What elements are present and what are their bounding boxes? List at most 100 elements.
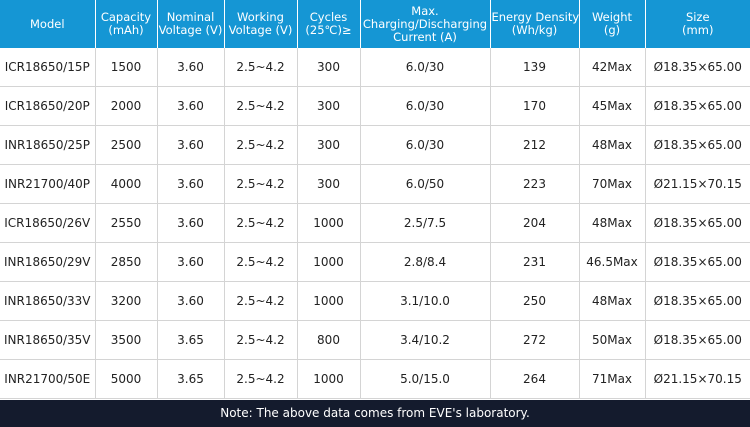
cell-energy-density: 223 [490,164,580,204]
table-row: INR18650/33V 3200 3.60 2.5~4.2 1000 3.1/10.0 2… [0,281,750,321]
cell-weight: 46.5Max [579,242,646,282]
column-header-nominal-voltage: Nominal Voltage (V) [157,0,225,48]
cell-size: Ø18.35×65.00 [645,320,750,360]
column-header-cycles: Cycles (25℃)≥ [297,0,361,48]
cell-max-current: 6.0/50 [360,164,491,204]
cell-capacity: 3200 [95,281,158,321]
cell-capacity: 3500 [95,320,158,360]
cell-weight: 70Max [579,164,646,204]
cell-size: Ø21.15×70.15 [645,359,750,399]
table-row: INR21700/40P 4000 3.60 2.5~4.2 300 6.0/50 223 7… [0,164,750,204]
cell-capacity: 2500 [95,125,158,165]
column-header-line: Model [29,16,65,31]
column-header-line: (mm) [682,23,714,37]
cell-working-voltage: 2.5~4.2 [224,164,298,204]
column-header-size: Size (mm) [645,0,750,48]
cell-nominal-voltage: 3.65 [157,320,225,360]
cell-size: Ø18.35×65.00 [645,281,750,321]
column-header-line: (mAh) [108,23,144,37]
table-row: INR18650/29V 2850 3.60 2.5~4.2 1000 2.8/8.4 23… [0,242,750,282]
cell-size: Ø18.35×65.00 [645,203,750,243]
column-header-energy-density: Energy Density (Wh/kg) [490,0,580,48]
cell-model: ICR18650/15P [0,48,96,87]
cell-cycles: 1000 [297,242,361,282]
cell-size: Ø21.15×70.15 [645,164,750,204]
cell-capacity: 2000 [95,86,158,126]
cell-model: INR18650/25P [0,125,96,165]
cell-capacity: 5000 [95,359,158,399]
column-header-line: Nominal [166,10,215,24]
cell-working-voltage: 2.5~4.2 [224,48,298,87]
cell-size: Ø18.35×65.00 [645,86,750,126]
column-header-line: Capacity [100,10,152,24]
cell-cycles: 300 [297,125,361,165]
cell-nominal-voltage: 3.60 [157,48,225,87]
cell-weight: 71Max [579,359,646,399]
cell-max-current: 2.5/7.5 [360,203,491,243]
cell-max-current: 2.8/8.4 [360,242,491,282]
cell-nominal-voltage: 3.60 [157,164,225,204]
cell-weight: 42Max [579,48,646,87]
table-row: INR18650/35V 3500 3.65 2.5~4.2 800 3.4/10.2 27… [0,320,750,360]
column-header-line: Size [685,10,710,24]
table-row: ICR18650/26V 2550 3.60 2.5~4.2 1000 2.5/7.5 20… [0,203,750,243]
cell-capacity: 1500 [95,48,158,87]
battery-spec-table: Model Capacity (mAh) Nominal Voltage (V) Work… [0,0,750,399]
cell-size: Ø18.35×65.00 [645,48,750,87]
cell-working-voltage: 2.5~4.2 [224,125,298,165]
cell-working-voltage: 2.5~4.2 [224,281,298,321]
cell-nominal-voltage: 3.60 [157,86,225,126]
column-header-line: Cycles [309,10,348,24]
cell-working-voltage: 2.5~4.2 [224,242,298,282]
column-header-line: (25℃)≥ [305,23,352,37]
column-header-line: Working [237,10,284,24]
cell-model: INR18650/29V [0,242,96,282]
cell-nominal-voltage: 3.65 [157,359,225,399]
cell-weight: 45Max [579,86,646,126]
cell-model: INR21700/40P [0,164,96,204]
table-row: INR21700/50E 5000 3.65 2.5~4.2 1000 5.0/15.0 2… [0,359,750,399]
column-header-model: Model [0,0,96,48]
cell-capacity: 2550 [95,203,158,243]
cell-max-current: 6.0/30 [360,125,491,165]
cell-model: INR18650/33V [0,281,96,321]
column-header-line: Voltage (V) [228,23,293,37]
column-header-line: Weight [591,10,633,24]
cell-energy-density: 139 [490,48,580,87]
cell-cycles: 1000 [297,359,361,399]
cell-energy-density: 212 [490,125,580,165]
cell-weight: 48Max [579,281,646,321]
cell-energy-density: 250 [490,281,580,321]
column-header-line: Energy Density [491,10,580,24]
cell-size: Ø18.35×65.00 [645,125,750,165]
table-row: ICR18650/20P 2000 3.60 2.5~4.2 300 6.0/30 170 4… [0,86,750,126]
table-body: ICR18650/15P 1500 3.60 2.5~4.2 300 6.0/30 139 4… [0,48,750,399]
column-header-line: Max. [411,3,439,18]
column-header-max-current: Max. Charging/Discharging Current (A) [360,0,491,48]
column-header-line: Charging/Discharging [362,16,488,31]
footnote: Note: The above data comes from EVE's la… [0,400,750,427]
column-header-line: Voltage (V) [158,23,223,37]
cell-cycles: 300 [297,164,361,204]
column-header-line: (g) [603,23,621,37]
cell-size: Ø18.35×65.00 [645,242,750,282]
column-header-line: Current (A) [393,29,457,44]
cell-model: INR21700/50E [0,359,96,399]
cell-nominal-voltage: 3.60 [157,203,225,243]
cell-energy-density: 231 [490,242,580,282]
cell-energy-density: 170 [490,86,580,126]
cell-cycles: 1000 [297,203,361,243]
cell-max-current: 5.0/15.0 [360,359,491,399]
cell-energy-density: 264 [490,359,580,399]
column-header-weight: Weight (g) [579,0,646,48]
cell-model: ICR18650/26V [0,203,96,243]
column-header-capacity: Capacity (mAh) [95,0,158,48]
cell-weight: 50Max [579,320,646,360]
cell-max-current: 6.0/30 [360,86,491,126]
table-header-row: Model Capacity (mAh) Nominal Voltage (V) Work… [0,0,750,48]
cell-nominal-voltage: 3.60 [157,125,225,165]
cell-working-voltage: 2.5~4.2 [224,320,298,360]
cell-max-current: 3.1/10.0 [360,281,491,321]
cell-weight: 48Max [579,125,646,165]
cell-max-current: 6.0/30 [360,48,491,87]
